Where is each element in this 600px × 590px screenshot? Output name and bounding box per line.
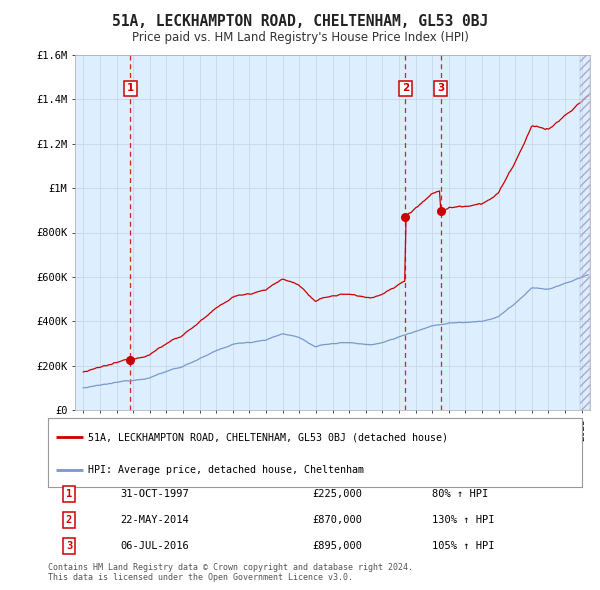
Text: £870,000: £870,000 — [312, 515, 362, 525]
Text: 2: 2 — [66, 515, 72, 525]
Text: Contains HM Land Registry data © Crown copyright and database right 2024.
This d: Contains HM Land Registry data © Crown c… — [48, 563, 413, 582]
Text: 06-JUL-2016: 06-JUL-2016 — [120, 541, 189, 551]
Text: £225,000: £225,000 — [312, 489, 362, 499]
Text: 3: 3 — [437, 83, 444, 93]
Text: 31-OCT-1997: 31-OCT-1997 — [120, 489, 189, 499]
Text: Price paid vs. HM Land Registry's House Price Index (HPI): Price paid vs. HM Land Registry's House … — [131, 31, 469, 44]
Text: 2: 2 — [402, 83, 409, 93]
Text: HPI: Average price, detached house, Cheltenham: HPI: Average price, detached house, Chel… — [88, 465, 364, 475]
Text: £895,000: £895,000 — [312, 541, 362, 551]
Text: 105% ↑ HPI: 105% ↑ HPI — [432, 541, 494, 551]
Text: 3: 3 — [66, 541, 72, 551]
Text: 22-MAY-2014: 22-MAY-2014 — [120, 515, 189, 525]
Text: 130% ↑ HPI: 130% ↑ HPI — [432, 515, 494, 525]
Text: 1: 1 — [127, 83, 134, 93]
Text: 51A, LECKHAMPTON ROAD, CHELTENHAM, GL53 0BJ (detached house): 51A, LECKHAMPTON ROAD, CHELTENHAM, GL53 … — [88, 432, 448, 442]
Text: 80% ↑ HPI: 80% ↑ HPI — [432, 489, 488, 499]
Text: 51A, LECKHAMPTON ROAD, CHELTENHAM, GL53 0BJ: 51A, LECKHAMPTON ROAD, CHELTENHAM, GL53 … — [112, 14, 488, 29]
Text: 1: 1 — [66, 489, 72, 499]
